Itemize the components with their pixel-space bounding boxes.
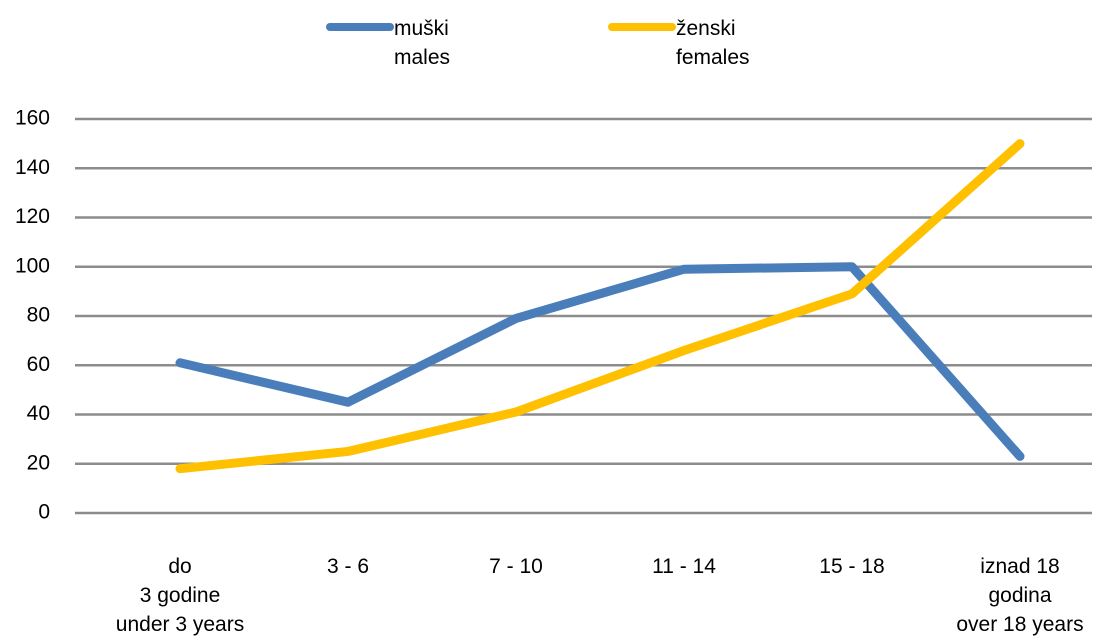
- y-tick-label: 80: [27, 304, 50, 327]
- y-tick-label: 40: [27, 402, 50, 425]
- line-series: [175, 139, 1025, 474]
- legend-label: muški males: [394, 17, 451, 69]
- y-tick-label: 140: [15, 156, 50, 179]
- line-series: [175, 262, 1025, 461]
- x-tick-label: 7 - 10: [489, 555, 543, 578]
- y-tick-label: 100: [15, 254, 50, 277]
- y-tick-label: 0: [38, 501, 50, 524]
- y-tick-label: 60: [27, 353, 50, 376]
- x-tick-label: 3 - 6: [326, 555, 370, 578]
- y-tick-label: 160: [15, 107, 50, 130]
- x-tick-label: iznad 18 godina over 18 years: [956, 555, 1084, 636]
- x-tick-label: 11 - 14: [652, 555, 716, 578]
- x-tick-label: 15 - 18: [819, 555, 885, 578]
- legend-label: ženski females: [676, 17, 750, 69]
- y-tick-label: 20: [27, 451, 50, 474]
- x-tick-label: do 3 godine under 3 years: [115, 555, 245, 636]
- y-tick-label: 120: [15, 205, 50, 228]
